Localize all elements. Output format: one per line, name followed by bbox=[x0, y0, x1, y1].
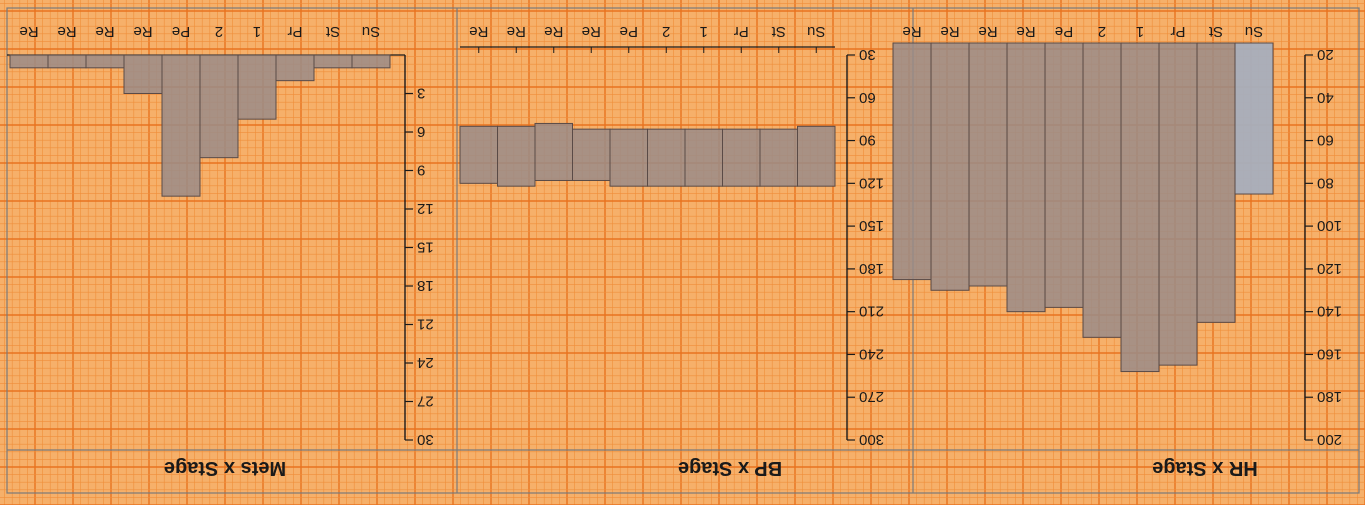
mets-y-tick-label: 3 bbox=[417, 85, 425, 102]
mets-category-label: Re bbox=[95, 23, 114, 40]
bp-bar bbox=[722, 128, 761, 187]
mets-y-tick-label: 24 bbox=[417, 354, 434, 371]
mets-bar bbox=[313, 54, 353, 69]
mets-bar bbox=[47, 54, 87, 69]
mets-bar bbox=[237, 54, 277, 120]
hr-bar bbox=[1196, 42, 1236, 323]
mets-category-label: Re bbox=[57, 23, 76, 40]
bp-bar bbox=[647, 128, 686, 187]
bp-category-label: Su bbox=[807, 23, 825, 40]
bp-y-tick-label: 30 bbox=[859, 46, 876, 63]
mets-bar bbox=[161, 54, 201, 197]
mets-category-label: Pr bbox=[287, 23, 302, 40]
mets-y-tick-label: 12 bbox=[417, 200, 434, 217]
hr-bar bbox=[1234, 42, 1274, 195]
bp-y-tick-label: 60 bbox=[859, 89, 876, 106]
hr-bar bbox=[1044, 42, 1084, 308]
bp-category-label: 2 bbox=[662, 23, 670, 40]
mets-chart-title: Mets x Stage bbox=[164, 457, 286, 479]
hr-y-tick-label: 160 bbox=[1317, 345, 1342, 362]
mets-y-tick-label: 6 bbox=[417, 123, 425, 140]
hr-bar bbox=[968, 42, 1008, 287]
hr-bar bbox=[1120, 42, 1160, 373]
bp-category-label: Re bbox=[544, 23, 563, 40]
bp-category-label: Re bbox=[469, 23, 488, 40]
mets-y-tick-label: 27 bbox=[417, 393, 434, 410]
mets-category-label: 1 bbox=[253, 23, 261, 40]
bp-y-tick-label: 210 bbox=[859, 303, 884, 320]
mets-y-tick-label: 30 bbox=[417, 431, 434, 448]
bp-bar bbox=[497, 125, 536, 187]
outer-border bbox=[6, 7, 1360, 494]
hr-y-tick-label: 60 bbox=[1317, 132, 1334, 149]
bp-category-label: St bbox=[771, 23, 786, 40]
hr-y-tick-label: 20 bbox=[1317, 46, 1334, 63]
hr-y-tick-label: 140 bbox=[1317, 303, 1342, 320]
bp-bar bbox=[609, 128, 648, 187]
bp-bar bbox=[459, 125, 498, 184]
hr-category-label: Pe bbox=[1055, 23, 1073, 40]
mets-category-label: Pe bbox=[172, 23, 190, 40]
hr-category-label: Re bbox=[978, 23, 997, 40]
bp-bar bbox=[759, 128, 798, 187]
hr-y-tick-label: 40 bbox=[1317, 89, 1334, 106]
mets-bar bbox=[199, 54, 239, 159]
hr-y-tick-label: 180 bbox=[1317, 388, 1342, 405]
hr-bar bbox=[930, 42, 970, 291]
mets-y-tick-label: 18 bbox=[417, 277, 434, 294]
bp-category-label: Pr bbox=[734, 23, 749, 40]
mets-bar bbox=[9, 54, 49, 69]
hr-chart: 20 40 60 80 100 120 140 160 180 200 Su St Pr 1 2 Pe Re Re… bbox=[892, 23, 1342, 448]
bp-bar bbox=[534, 122, 573, 181]
bp-chart: 30 60 90 120 150 180 210 240 270 300 Su St Pr 1 2 Pe Re R… bbox=[459, 23, 884, 448]
hr-category-label: Re bbox=[902, 23, 921, 40]
mets-y-tick-label: 15 bbox=[417, 239, 434, 256]
hr-category-label: Re bbox=[1016, 23, 1035, 40]
hr-y-tick-label: 200 bbox=[1317, 431, 1342, 448]
bp-category-label: Re bbox=[582, 23, 601, 40]
hr-y-tick-label: 100 bbox=[1317, 217, 1342, 234]
bp-category-label: Pe bbox=[620, 23, 638, 40]
hr-chart-title: HR x Stage bbox=[1152, 457, 1258, 479]
bp-y-tick-label: 270 bbox=[859, 388, 884, 405]
mets-bar bbox=[123, 54, 163, 94]
hr-y-tick-label: 120 bbox=[1317, 260, 1342, 277]
mets-category-label: Re bbox=[19, 23, 38, 40]
hr-bar bbox=[1006, 42, 1046, 313]
hr-bar bbox=[1082, 42, 1122, 338]
hr-category-label: Pr bbox=[1170, 23, 1185, 40]
bp-bar bbox=[797, 125, 836, 187]
hr-bar bbox=[1158, 42, 1198, 366]
bp-y-tick-label: 240 bbox=[859, 345, 884, 362]
mets-category-label: Su bbox=[362, 23, 380, 40]
hr-category-label: St bbox=[1208, 23, 1223, 40]
bp-bar bbox=[684, 128, 723, 187]
mets-bar bbox=[275, 54, 315, 82]
mets-bar bbox=[351, 54, 391, 69]
mets-category-label: St bbox=[325, 23, 340, 40]
bp-y-tick-label: 180 bbox=[859, 260, 884, 277]
mets-category-label: 2 bbox=[215, 23, 223, 40]
bp-category-label: Re bbox=[507, 23, 526, 40]
bp-category-label: 1 bbox=[700, 23, 708, 40]
hr-category-label: Re bbox=[940, 23, 959, 40]
hr-category-label: 1 bbox=[1136, 23, 1144, 40]
mets-bar bbox=[85, 54, 125, 69]
bp-bar bbox=[572, 128, 611, 181]
bp-y-tick-label: 90 bbox=[859, 132, 876, 149]
bp-y-tick-label: 150 bbox=[859, 217, 884, 234]
mets-category-label: Re bbox=[133, 23, 152, 40]
mets-y-tick-label: 21 bbox=[417, 316, 434, 333]
hr-category-label: 2 bbox=[1098, 23, 1106, 40]
bp-y-tick-label: 300 bbox=[859, 431, 884, 448]
bp-chart-title: BP x Stage bbox=[678, 457, 782, 479]
hr-y-tick-label: 80 bbox=[1317, 174, 1334, 191]
bp-y-tick-label: 120 bbox=[859, 174, 884, 191]
mets-y-tick-label: 9 bbox=[417, 162, 425, 179]
hr-category-label: Su bbox=[1245, 23, 1263, 40]
hr-bar bbox=[892, 42, 932, 281]
